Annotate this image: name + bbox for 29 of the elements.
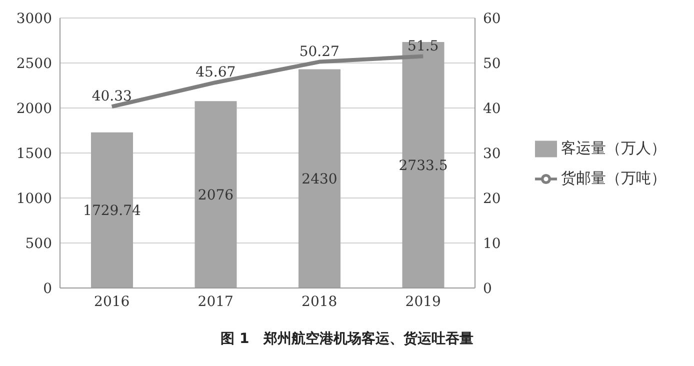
legend-label: 客运量（万人） [561,139,666,157]
text: 图 1 郑州航空港机场客运、货运吐吞量 [220,330,474,348]
y-tick-label: 0 [43,280,52,297]
legend-label: 货邮量（万吨） [561,169,666,187]
y2-tick-label: 60 [483,10,501,27]
x-tick-label: 2016 [94,294,130,310]
bar [194,101,237,288]
y2-tick-label: 50 [483,56,501,72]
data-label: 51.5 [408,38,439,54]
y-tick-label: 3000 [16,10,52,27]
bar [298,69,340,288]
y2-tick-label: 0 [483,280,492,297]
y-tick-label: 2000 [16,100,52,117]
y-tick-label: 2500 [16,56,52,72]
y2-tick-label: 40 [483,100,501,117]
data-label: 45.67 [196,64,236,80]
x-tick-label: 2017 [198,294,234,310]
data-label: 40.33 [92,88,132,105]
y-tick-label: 500 [25,236,52,252]
x-tick-label: 2019 [405,294,441,310]
y2-tick-label: 30 [483,146,501,162]
x-tick-label: 2018 [302,294,338,310]
data-label: 2076 [198,188,234,204]
y2-tick-label: 10 [483,236,501,252]
y-tick-label: 1500 [16,146,52,162]
data-label: 50.27 [299,44,340,60]
y-tick-label: 1000 [16,190,52,207]
y2-tick-label: 20 [483,190,501,207]
data-label: 2430 [302,172,338,188]
